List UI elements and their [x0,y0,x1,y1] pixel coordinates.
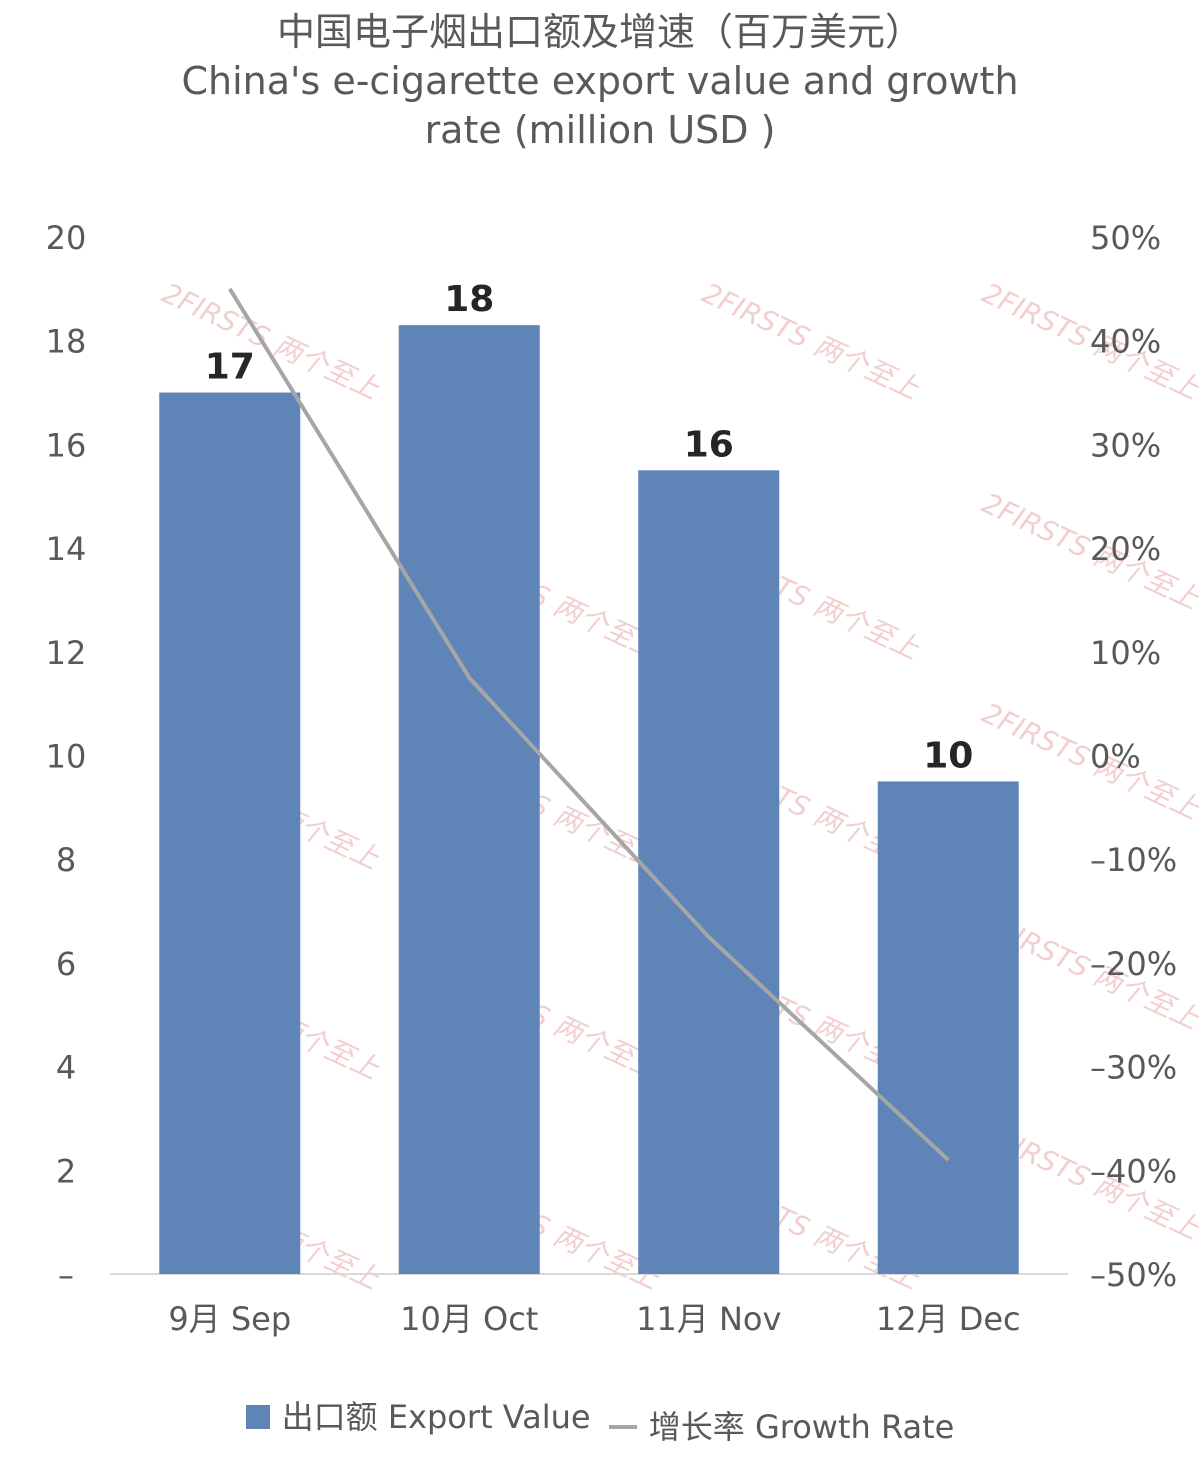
y-left-tick-label: 2 [56,1152,76,1190]
y-left-tick-label: 4 [56,1049,76,1087]
bar-data-label: 17 [205,347,255,388]
legend-line-swatch [608,1425,637,1429]
y-right-tick-label: –10% [1090,841,1177,879]
watermark-text: 2FIRSTS 两个至上 [977,486,1200,616]
legend-item-export-value: 出口额 Export Value [245,1396,591,1438]
x-category-label: 11月 Nov [636,1300,781,1338]
bar-data-label: 10 [923,735,973,776]
y-left-tick-label: 6 [56,945,76,983]
bar-export-value [877,781,1019,1274]
y-left-tick-label: – [58,1256,74,1294]
chart-subtitle-line-2: rate (million USD ) [424,108,776,152]
y-left-tick-label: 18 [46,323,87,361]
x-category-label: 12月 Dec [876,1300,1021,1338]
bar-export-value [638,470,780,1274]
y-right-tick-label: –20% [1090,945,1177,983]
y-right-tick-label: 0% [1090,738,1141,776]
x-category-label: 10月 Oct [400,1300,538,1338]
y-left-tick-label: 16 [46,426,87,464]
legend-label-growth-rate: 增长率 Growth Rate [648,1408,955,1446]
y-right-tick-label: 30% [1090,426,1161,464]
y-left-tick-label: 12 [46,634,87,672]
chart-subtitle-line-1: China's e-cigarette export value and gro… [181,59,1019,103]
legend-label-export-value: 出口额 Export Value [281,1398,591,1436]
y-left-tick-label: 10 [46,738,87,776]
watermark-text: 2FIRSTS 两个至上 [977,276,1200,406]
y-right-tick-label: 50% [1090,219,1161,257]
chart-legend: 出口额 Export Value 增长率 Growth Rate [0,1396,1200,1448]
y-right-tick-label: –50% [1090,1256,1177,1294]
y-left-tick-label: 14 [46,530,87,568]
legend-bar-swatch [245,1405,270,1429]
y-left-tick-label: 8 [56,841,76,879]
bar-data-label: 16 [684,424,734,465]
y-right-tick-label: 40% [1090,323,1161,361]
y-right-tick-label: 10% [1090,634,1161,672]
growth-rate-line [228,287,950,1162]
chart-title: 中国电子烟出口额及增速（百万美元） [276,10,923,54]
bar-data-label: 18 [444,279,494,320]
x-category-label: 9月 Sep [168,1300,291,1338]
watermark-text: 2FIRSTS 两个至上 [697,276,925,406]
legend-item-growth-rate: 增长率 Growth Rate [608,1406,955,1448]
bar-export-value [159,392,301,1274]
chart-title-block: 中国电子烟出口额及增速（百万美元） China's e-cigarette ex… [0,8,1200,155]
y-right-tick-label: 20% [1090,530,1161,568]
y-right-tick-label: –40% [1090,1152,1177,1190]
watermark-text: 2FIRSTS 两个至上 [157,276,385,406]
y-right-tick-label: –30% [1090,1049,1177,1087]
bar-export-value [398,325,540,1274]
y-left-tick-label: 20 [46,219,87,257]
